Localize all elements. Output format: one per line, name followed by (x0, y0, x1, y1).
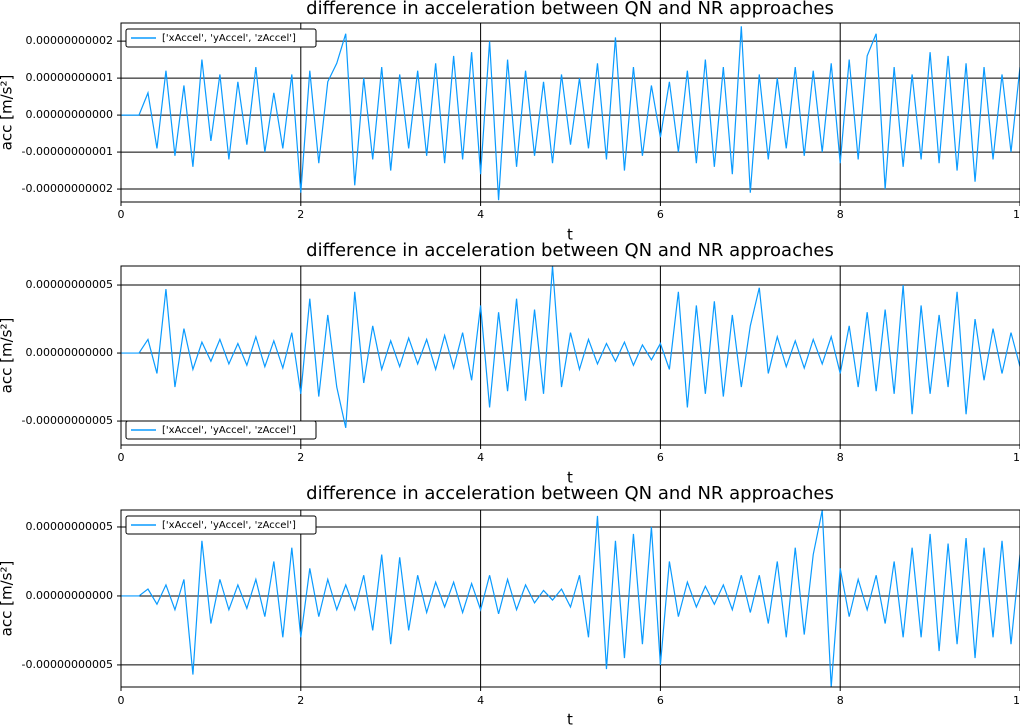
x-axis-label: t (567, 469, 573, 487)
legend-box (125, 515, 317, 535)
y-tick-label: 0.00000000001 (26, 71, 113, 84)
x-tick-label: 10 (1013, 694, 1020, 707)
x-tick-label: 8 (837, 451, 844, 464)
y-axis-label: acc [m/s²] (0, 318, 16, 394)
legend: ['xAccel', 'yAccel', 'zAccel'] (125, 515, 317, 535)
x-tick-label: 2 (297, 694, 304, 707)
y-tick-label: 0.00000000000 (26, 346, 113, 359)
legend-label: ['xAccel', 'yAccel', 'zAccel'] (162, 520, 296, 531)
y-tick-label: -0.00000000005 (22, 414, 113, 427)
y-tick-label: 0.00000000000 (26, 108, 113, 121)
y-tick-label: 0.00000000005 (26, 278, 113, 291)
axes-frame (120, 22, 1020, 203)
x-axis-label: t (567, 226, 573, 244)
y-axis-label: acc [m/s²] (0, 561, 16, 637)
y-tick-label: 0.00000000002 (26, 34, 113, 47)
legend: ['xAccel', 'yAccel', 'zAccel'] (125, 420, 317, 440)
legend: ['xAccel', 'yAccel', 'zAccel'] (125, 28, 317, 48)
legend-label: ['xAccel', 'yAccel', 'zAccel'] (162, 33, 296, 44)
y-tick-label: 0.00000000005 (26, 520, 113, 533)
y-tick-label: -0.00000000001 (22, 145, 113, 158)
chart-title: difference in acceleration between QN an… (306, 240, 834, 261)
plot-area (121, 26, 1020, 201)
x-tick-label: 0 (118, 451, 125, 464)
x-tick-label: 8 (837, 208, 844, 221)
x-tick-label: 4 (477, 451, 484, 464)
subplot: difference in acceleration between QN an… (0, 483, 1020, 728)
subplot: difference in acceleration between QN an… (0, 0, 1020, 244)
y-tick-label: 0.00000000000 (26, 589, 113, 602)
x-tick-label: 6 (657, 208, 664, 221)
plot-area (121, 266, 1020, 428)
x-tick-label: 10 (1013, 208, 1020, 221)
x-tick-label: 6 (657, 694, 664, 707)
legend-box (125, 28, 317, 48)
axes-frame (120, 509, 1020, 688)
axes-frame (120, 265, 1020, 446)
x-axis-label: t (567, 711, 573, 728)
y-axis-label: acc [m/s²] (0, 75, 16, 151)
y-tick-label: -0.00000000002 (22, 182, 113, 195)
x-tick-label: 2 (297, 451, 304, 464)
chart-title: difference in acceleration between QN an… (306, 483, 834, 504)
data-line (121, 510, 1020, 687)
subplot: difference in acceleration between QN an… (0, 240, 1020, 487)
data-line (121, 266, 1020, 428)
plot-area (121, 510, 1020, 687)
y-tick-label: -0.00000000005 (22, 658, 113, 671)
x-tick-label: 0 (118, 694, 125, 707)
x-tick-label: 2 (297, 208, 304, 221)
x-tick-label: 6 (657, 451, 664, 464)
legend-box (125, 420, 317, 440)
chart-title: difference in acceleration between QN an… (306, 0, 834, 19)
x-tick-label: 4 (477, 694, 484, 707)
x-tick-label: 10 (1013, 451, 1020, 464)
data-line (121, 26, 1020, 201)
x-tick-label: 4 (477, 208, 484, 221)
x-tick-label: 8 (837, 694, 844, 707)
x-tick-label: 0 (118, 208, 125, 221)
legend-label: ['xAccel', 'yAccel', 'zAccel'] (162, 425, 296, 436)
